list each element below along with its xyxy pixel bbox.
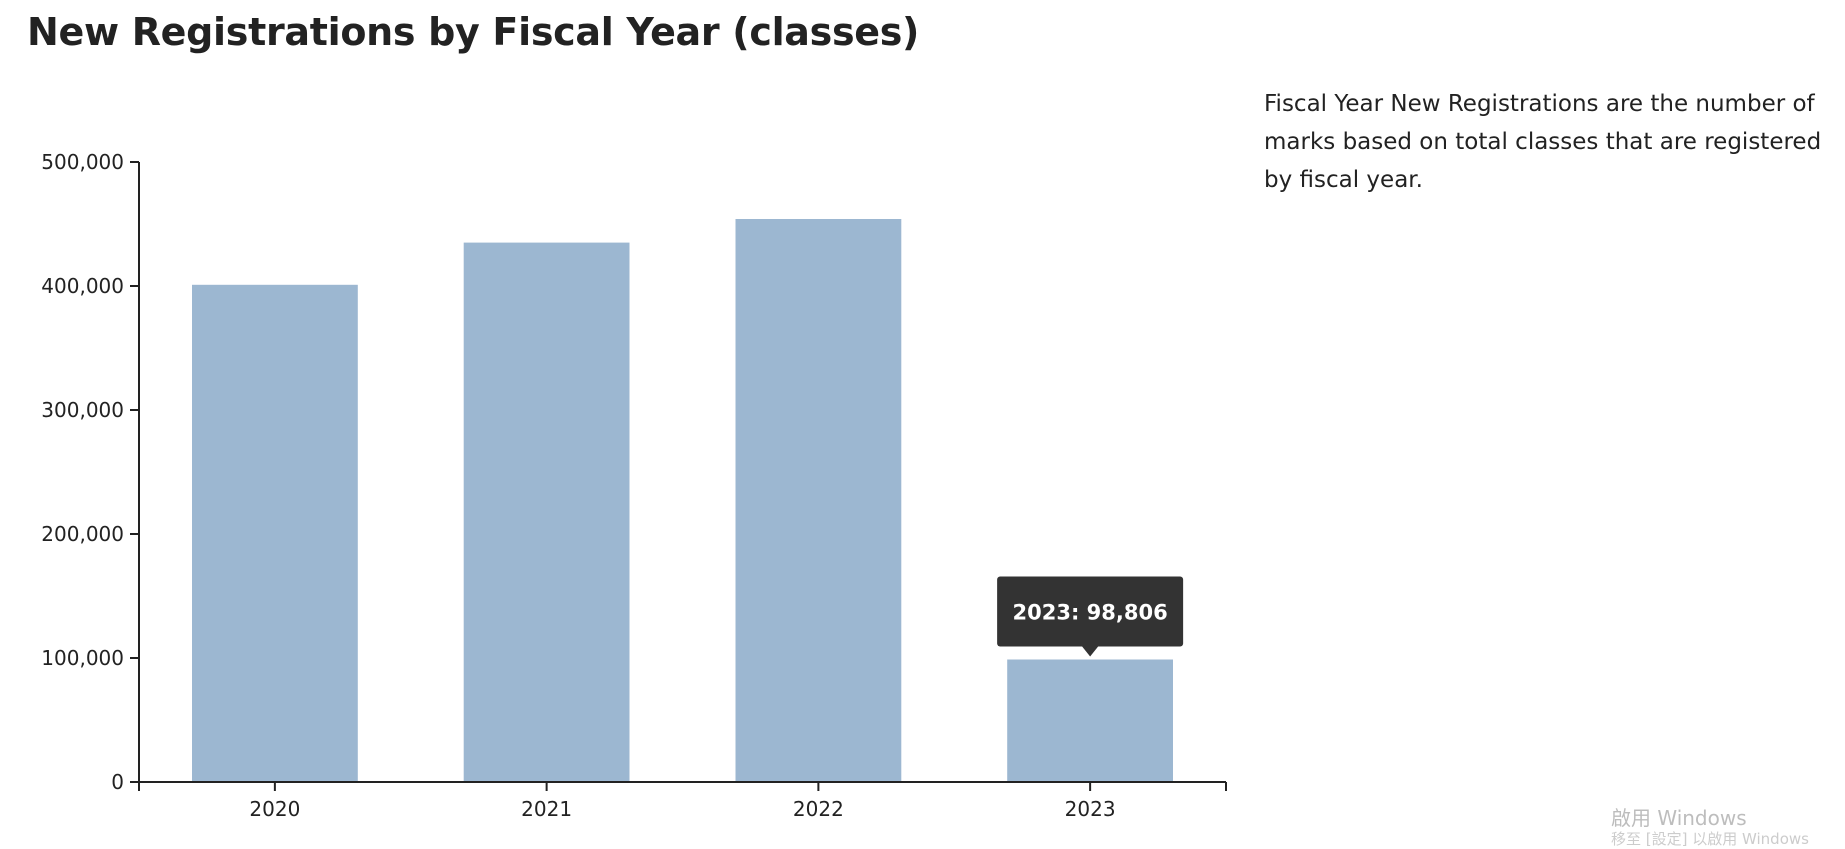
bar-2021[interactable] (463, 242, 630, 783)
y-tick-label: 400,000 (41, 274, 124, 298)
bar-chart: 0 100,000 200,000 300,000 400,000 500,000 2020… (41, 150, 1227, 821)
y-tick-label: 0 (111, 770, 124, 794)
bar-2020[interactable] (192, 284, 358, 782)
x-tick-label: 2023 (1065, 797, 1116, 821)
chart-description: Fiscal Year New Registrations are the nu… (1264, 91, 1822, 193)
windows-activation-watermark: 啟用 Windows (1611, 806, 1747, 830)
tooltip-pointer (1082, 646, 1099, 657)
y-tick-label: 100,000 (41, 646, 124, 670)
tooltip-text: 2023: 98,806 (1013, 600, 1168, 624)
tooltip: 2023: 98,806 (997, 576, 1184, 657)
page-title: New Registrations by Fiscal Year (classe… (27, 10, 920, 54)
bar-2023[interactable] (1007, 659, 1173, 783)
bars-layer (192, 219, 1173, 783)
x-tick-label: 2022 (793, 797, 844, 821)
y-tick-label: 300,000 (41, 398, 124, 422)
x-tick-label: 2021 (521, 797, 572, 821)
tooltip-box (997, 576, 1184, 647)
windows-activation-watermark-sub: 移至 [設定] 以啟用 Windows (1611, 830, 1809, 848)
axes-layer: 0 100,000 200,000 300,000 400,000 500,000 2020… (41, 150, 1227, 821)
x-tick-label: 2020 (249, 797, 300, 821)
y-tick-label: 500,000 (41, 150, 124, 174)
bar-2022[interactable] (735, 219, 902, 782)
y-tick-label: 200,000 (41, 522, 124, 546)
